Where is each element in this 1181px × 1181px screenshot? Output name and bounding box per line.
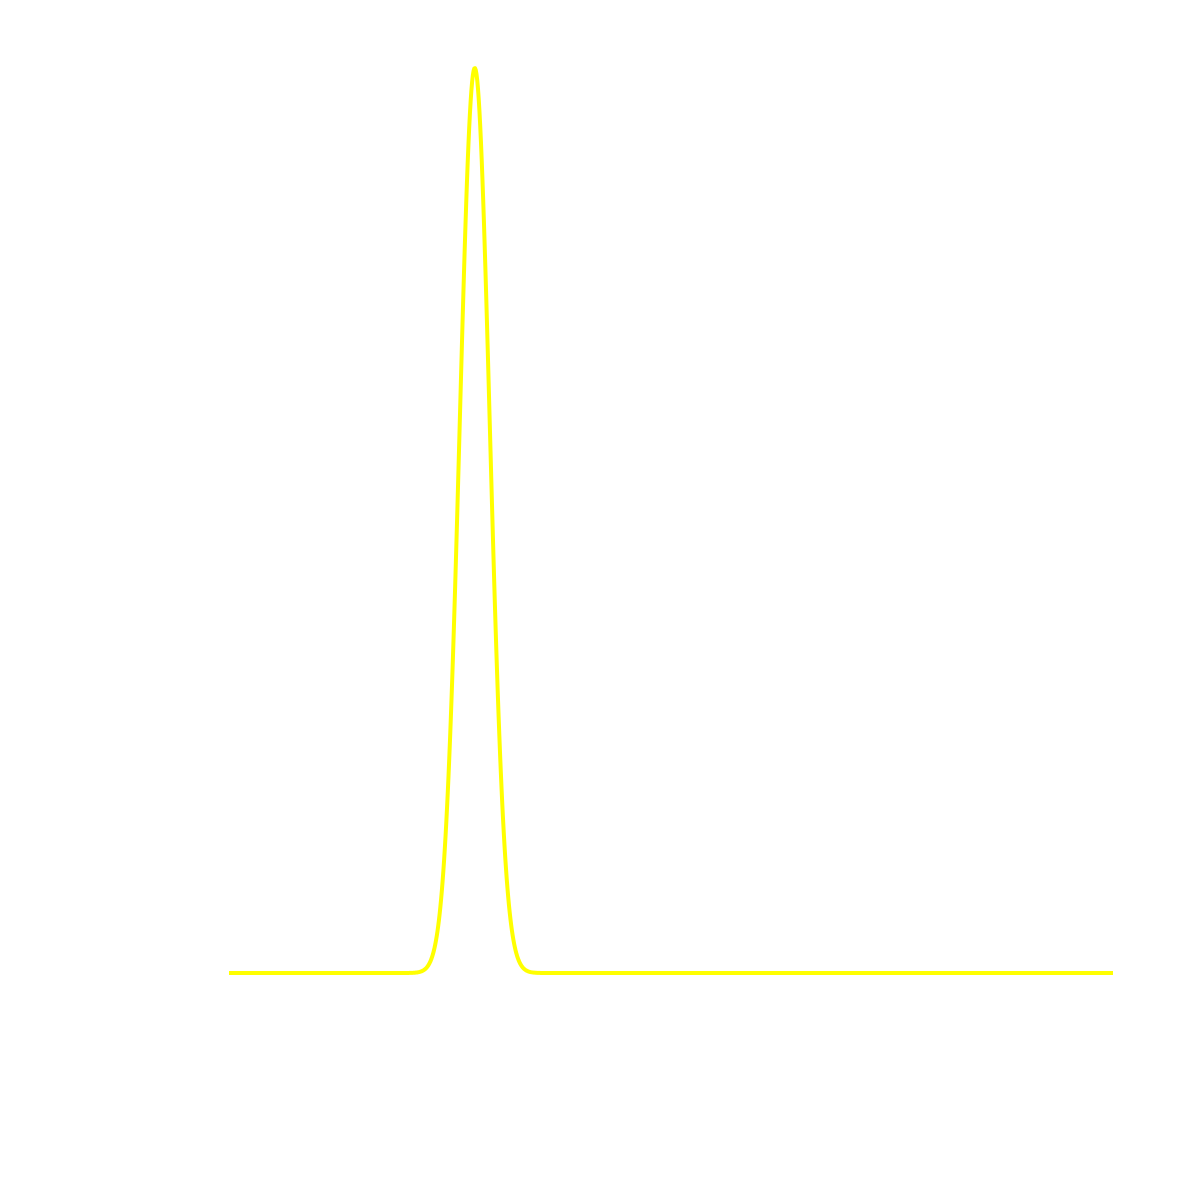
- plot-area: [227, 66, 1115, 975]
- series-line-0: [227, 66, 1115, 975]
